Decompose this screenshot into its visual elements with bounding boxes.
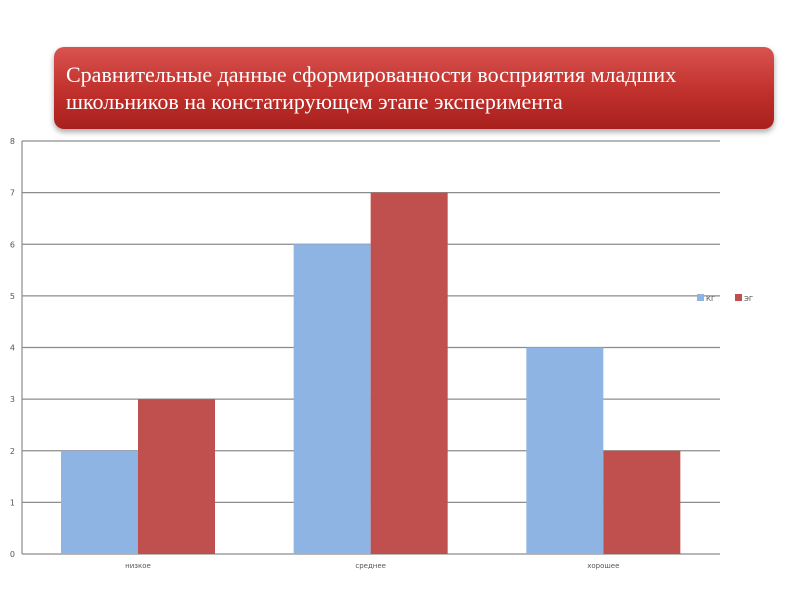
bar-kg <box>526 347 604 554</box>
legend-swatch <box>697 294 704 301</box>
x-tick-label: среднее <box>355 562 386 570</box>
chart-title: Сравнительные данные сформированности во… <box>66 62 677 114</box>
x-tick-label: хорошее <box>587 562 619 570</box>
bar-eg <box>603 450 681 554</box>
y-tick-label: 8 <box>10 137 15 146</box>
y-tick-label: 7 <box>10 189 15 198</box>
y-tick-label: 0 <box>10 550 15 559</box>
y-tick-label: 5 <box>10 292 15 301</box>
legend-label: ЭГ <box>744 295 753 303</box>
bar-kg <box>61 450 138 554</box>
y-tick-label: 1 <box>10 498 15 507</box>
x-tick-label: низкое <box>125 562 151 570</box>
bar-eg <box>370 192 448 554</box>
y-tick-label: 6 <box>10 240 15 249</box>
y-tick-label: 3 <box>10 395 15 404</box>
legend-swatch <box>735 294 742 301</box>
bar-eg <box>138 399 215 554</box>
bar-kg <box>293 244 371 554</box>
title-banner: Сравнительные данные сформированности во… <box>54 47 774 129</box>
y-tick-label: 2 <box>10 447 15 456</box>
legend-label: КГ <box>706 295 715 303</box>
y-tick-label: 4 <box>10 344 15 353</box>
